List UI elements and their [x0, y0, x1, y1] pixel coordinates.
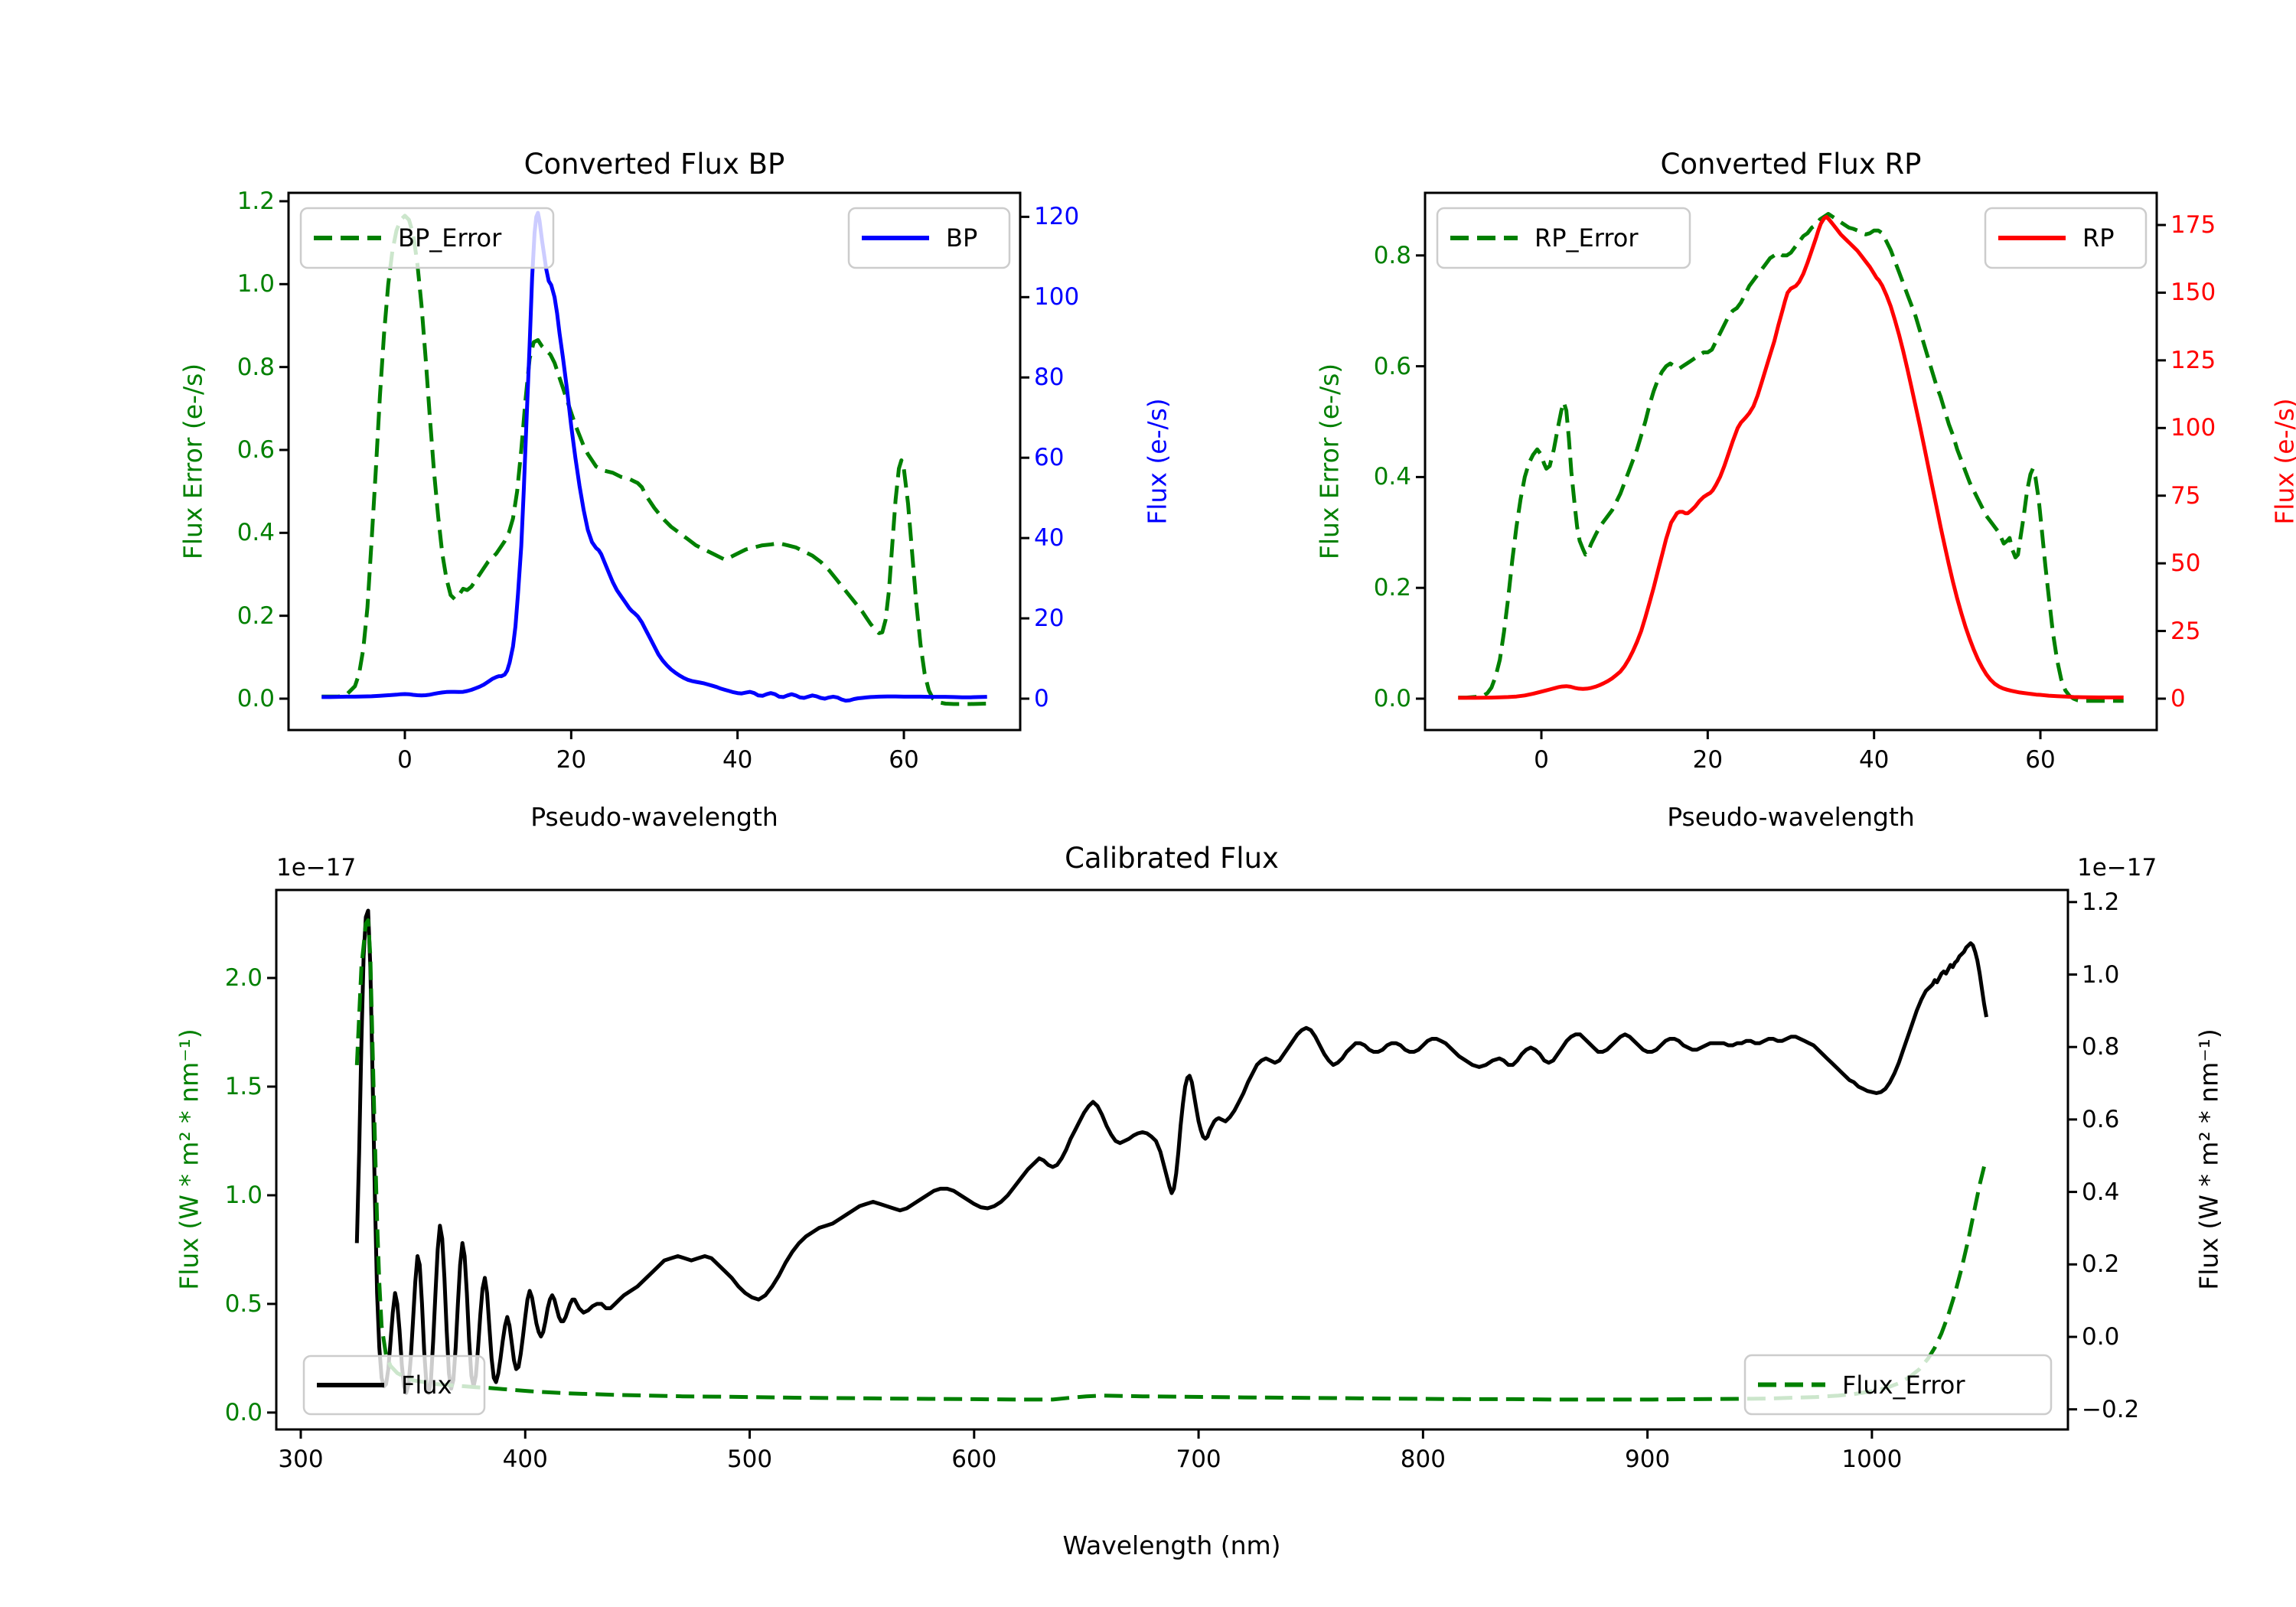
axes-frame-bp [287, 191, 1022, 732]
bp-yleft-tick-label: 0.4 [236, 519, 275, 547]
bp-yleft-tick-label: 1.0 [236, 270, 275, 298]
axes-frame-cal [275, 888, 2069, 1431]
rp-legend-box [1436, 207, 1691, 269]
cal-x-tick-label: 500 [726, 1446, 773, 1473]
rp-yleft-tick-label: 0.8 [1373, 241, 1411, 269]
rp-yright-tick-label: 25 [2170, 617, 2201, 645]
bp-yright-tick-label: 40 [1034, 524, 1065, 553]
rp-x-tick-label: 60 [2025, 746, 2056, 774]
cal-x-tick-label: 800 [1400, 1446, 1446, 1473]
offset-text-right: 1e−17 [2077, 854, 2157, 882]
cal-yright-tick-label: 0.8 [2082, 1033, 2120, 1061]
rp-legend-label: RP [2082, 223, 2115, 253]
bp-yright-tick-label: 80 [1034, 363, 1065, 392]
xlabel-rp: Pseudo-wavelength [1667, 802, 1915, 832]
bp-x-tick-label: 20 [556, 746, 587, 774]
rp-x-tick-label: 0 [1534, 746, 1549, 774]
bp-bp-curve [321, 210, 987, 703]
cal-yright-tick-label: −0.2 [2082, 1395, 2140, 1423]
axes-frame-rp [1424, 191, 2158, 732]
bp-legend-label: BP_Error [398, 223, 502, 253]
bp-yleft-tick-label: 0.0 [236, 685, 275, 712]
rp-rp-curve [1458, 214, 2124, 700]
rp-yleft-tick-label: 0.0 [1373, 685, 1411, 712]
cal-x-tick-label: 300 [278, 1446, 324, 1473]
cal-x-tick-label: 600 [951, 1446, 997, 1473]
rp-yright-tick-label: 0 [2170, 685, 2186, 712]
rp-yright-tick-label: 150 [2170, 279, 2216, 307]
cal-legend-box [1743, 1354, 2053, 1416]
cal-yright-tick-label: 0.0 [2082, 1323, 2120, 1351]
ylabel-rp-error: Flux Error (e-/s) [1314, 363, 1345, 560]
rp-rp-error-curve [1458, 212, 2124, 703]
rp-yright-tick-label: 50 [2170, 549, 2201, 578]
cal-yleft-tick-label: 1.0 [224, 1181, 263, 1209]
rp-yright-tick-label: 75 [2170, 481, 2201, 510]
bp-x-tick-label: 0 [397, 746, 413, 774]
cal-x-tick-label: 900 [1625, 1446, 1671, 1473]
rp-yright-tick-label: 175 [2170, 211, 2216, 240]
rp-yleft-tick-label: 0.2 [1373, 574, 1411, 602]
rp-yright-tick-label: 125 [2170, 346, 2216, 374]
xlabel-calibrated: Wavelength (nm) [1062, 1530, 1281, 1560]
bp-yleft-tick-label: 0.2 [236, 601, 275, 630]
cal-yleft-tick-label: 0.0 [224, 1398, 263, 1426]
bp-yright-tick-label: 120 [1034, 203, 1080, 231]
cal-yleft-tick-label: 2.0 [224, 964, 263, 992]
bp-yright-tick-label: 20 [1034, 605, 1065, 633]
rp-yleft-tick-label: 0.6 [1373, 352, 1411, 380]
title-calibrated: Calibrated Flux [1065, 842, 1279, 875]
bp-x-tick-label: 40 [722, 746, 753, 774]
ylabel-cal-left: Flux (W * m² * nm⁻¹) [174, 1028, 204, 1290]
bp-yleft-tick-label: 0.8 [236, 353, 275, 381]
cal-yright-tick-label: 0.2 [2082, 1250, 2120, 1279]
rp-legend-label: RP_Error [1534, 223, 1639, 253]
cal-yright-tick-label: 0.6 [2082, 1105, 2120, 1133]
title-rp: Converted Flux RP [1660, 148, 1922, 181]
offset-text-left: 1e−17 [276, 854, 357, 882]
cal-x-tick-label: 400 [502, 1446, 548, 1473]
cal-legend-box [302, 1354, 486, 1416]
bp-legend-box [299, 207, 555, 269]
cal-legend-label: Flux [401, 1371, 452, 1400]
rp-yright-tick-label: 100 [2170, 414, 2216, 442]
cal-yleft-tick-label: 0.5 [224, 1289, 263, 1318]
rp-x-tick-label: 20 [1692, 746, 1724, 774]
cal-yright-tick-label: 1.0 [2082, 960, 2120, 989]
bp-yleft-tick-label: 1.2 [236, 187, 275, 215]
cal-x-tick-label: 700 [1176, 1446, 1221, 1473]
cal-x-tick-label: 1000 [1841, 1446, 1903, 1473]
cal-legend-label: Flux_Error [1842, 1370, 1965, 1400]
xlabel-bp: Pseudo-wavelength [530, 802, 778, 832]
cal-flux-curve [354, 908, 1988, 1395]
bp-yright-tick-label: 60 [1034, 444, 1065, 472]
bp-bp-error-curve [321, 214, 987, 706]
rp-yleft-tick-label: 0.4 [1373, 463, 1411, 491]
bp-yright-tick-label: 100 [1034, 283, 1080, 311]
title-bp: Converted Flux BP [523, 148, 785, 181]
cal-yright-tick-label: 1.2 [2082, 888, 2120, 916]
bp-yleft-tick-label: 0.6 [236, 435, 275, 464]
bp-x-tick-label: 60 [889, 746, 919, 774]
cal-yright-tick-label: 0.4 [2082, 1178, 2120, 1206]
rp-x-tick-label: 40 [1858, 746, 1890, 774]
bp-legend-label: BP [946, 223, 978, 253]
cal-yleft-tick-label: 1.5 [224, 1072, 263, 1100]
bp-yright-tick-label: 0 [1034, 685, 1049, 712]
